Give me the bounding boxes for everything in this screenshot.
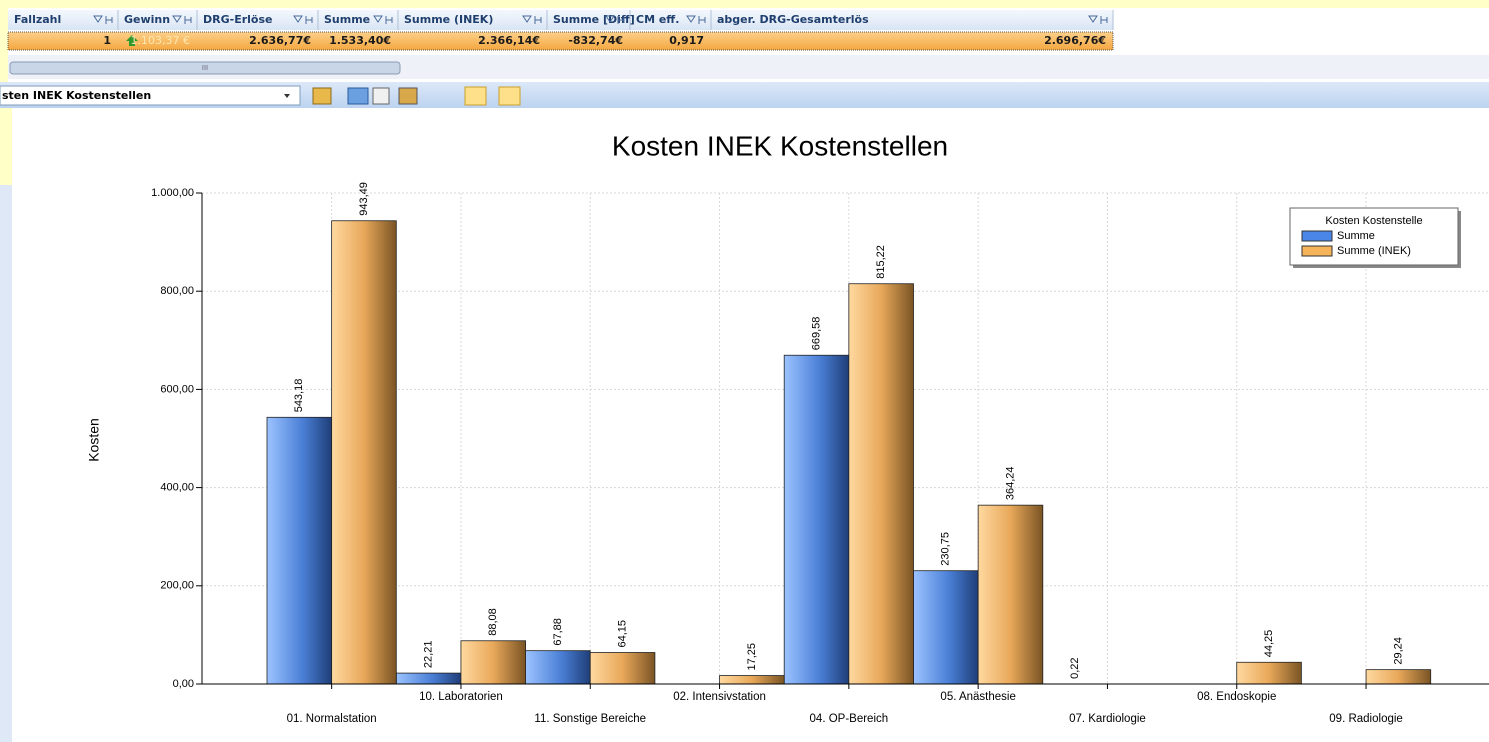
bar bbox=[460, 640, 527, 685]
data-label: 44,25 bbox=[1263, 630, 1275, 658]
x-tick-label: 09. Radiologie bbox=[1329, 713, 1403, 725]
y-tick-label: 800,00 bbox=[160, 285, 194, 297]
x-tick-label: 01. Normalstation bbox=[287, 713, 377, 725]
filter-icon[interactable] bbox=[373, 15, 383, 23]
cell: -832,74€ bbox=[568, 34, 623, 47]
data-label: 17,25 bbox=[746, 643, 758, 671]
filter-icon[interactable] bbox=[605, 15, 615, 23]
x-tick-label: 07. Kardiologie bbox=[1069, 713, 1146, 725]
data-label: 64,15 bbox=[616, 620, 628, 648]
data-label: 364,24 bbox=[1004, 467, 1016, 501]
data-label: 230,75 bbox=[940, 532, 952, 566]
bar bbox=[783, 354, 850, 685]
selector[interactable] bbox=[0, 85, 301, 106]
pin-icon bbox=[698, 16, 706, 24]
column-header[interactable]: Gewinn bbox=[124, 13, 170, 26]
bar bbox=[331, 220, 397, 685]
bar bbox=[395, 672, 462, 685]
filter-icon[interactable] bbox=[172, 15, 182, 23]
pin-icon bbox=[105, 16, 113, 24]
data-label: 29,24 bbox=[1392, 637, 1404, 665]
data-label: 669,58 bbox=[810, 317, 822, 351]
pin-icon bbox=[305, 16, 313, 24]
chart-title: Kosten INEK Kostenstellen bbox=[612, 130, 948, 161]
data-label: 543,18 bbox=[293, 379, 305, 413]
bar bbox=[1236, 661, 1302, 685]
y-tick-label: 0,00 bbox=[173, 678, 194, 690]
y-axis-label: Kosten bbox=[86, 418, 102, 462]
legend-swatch bbox=[1301, 245, 1333, 257]
trend-arrow bbox=[126, 35, 138, 46]
cell: 2.366,14€ bbox=[478, 34, 540, 47]
pin-icon bbox=[1100, 16, 1108, 24]
x-tick-label: 04. OP-Bereich bbox=[810, 713, 889, 725]
x-tick-label: 10. Laboratorien bbox=[419, 691, 503, 703]
cell: 1.103,37 € bbox=[131, 34, 190, 47]
y-tick-label: 1.000,00 bbox=[151, 187, 194, 199]
data-label: 943,49 bbox=[358, 182, 370, 216]
data-label: 67,88 bbox=[552, 618, 564, 646]
column-header[interactable]: Summe (INEK) bbox=[404, 13, 493, 26]
filter-icon[interactable] bbox=[93, 15, 103, 23]
bar bbox=[589, 652, 656, 685]
legend-swatch bbox=[1301, 230, 1333, 242]
filter-icon[interactable] bbox=[686, 15, 696, 23]
column-header[interactable]: Fallzahl bbox=[14, 13, 61, 26]
bar bbox=[525, 650, 591, 685]
bar bbox=[1365, 669, 1432, 685]
filter-icon[interactable] bbox=[293, 15, 303, 23]
scrollbar-thumb[interactable] bbox=[9, 61, 401, 75]
y-tick-label: 400,00 bbox=[160, 482, 194, 494]
column-header[interactable]: DRG-Erlöse bbox=[203, 13, 272, 26]
dropdown-arrow[interactable] bbox=[284, 94, 290, 98]
cell: 2.636,77€ bbox=[249, 34, 311, 47]
legend-label: Summe (INEK) bbox=[1337, 245, 1411, 257]
x-tick-label: 05. Anästhesie bbox=[940, 691, 1015, 703]
legend-label: Summe bbox=[1337, 230, 1375, 242]
data-label: 22,21 bbox=[423, 641, 435, 669]
grid-row[interactable] bbox=[7, 31, 1114, 51]
bar bbox=[266, 416, 333, 685]
column-header[interactable]: CM eff. bbox=[636, 13, 679, 26]
column-header[interactable]: Summe bbox=[324, 13, 370, 26]
side-panel bbox=[0, 185, 12, 742]
x-tick-label: 08. Endoskopie bbox=[1197, 691, 1276, 703]
x-tick-label: 11. Sonstige Bereiche bbox=[534, 713, 646, 725]
bar bbox=[913, 570, 979, 685]
filter-icon[interactable] bbox=[1088, 15, 1098, 23]
y-tick-label: 200,00 bbox=[160, 580, 194, 592]
pin-icon bbox=[617, 16, 625, 24]
grid-header bbox=[8, 10, 1113, 30]
filter-icon[interactable] bbox=[522, 15, 532, 23]
data-label: 815,22 bbox=[875, 245, 887, 279]
bar bbox=[977, 504, 1044, 685]
bar bbox=[848, 283, 914, 685]
toolbar-icons[interactable] bbox=[312, 86, 521, 106]
chart-area bbox=[12, 108, 1489, 742]
selector-text: sten INEK Kostenstellen bbox=[2, 89, 151, 102]
data-label: 0,22 bbox=[1069, 657, 1081, 678]
scroll-grip: III bbox=[202, 64, 208, 72]
cell: 1 bbox=[103, 34, 111, 47]
cell: 2.696,76€ bbox=[1044, 34, 1106, 47]
legend-title: Kosten Kostenstelle bbox=[1325, 215, 1422, 227]
y-tick-label: 600,00 bbox=[160, 383, 194, 395]
cell: 1.533,40€ bbox=[329, 34, 391, 47]
cell: 0,917 bbox=[669, 34, 704, 47]
pin-icon bbox=[534, 16, 542, 24]
pin-icon bbox=[184, 16, 192, 24]
column-header[interactable]: abger. DRG-Gesamterlös bbox=[717, 13, 869, 26]
pin-icon bbox=[385, 16, 393, 24]
data-label: 88,08 bbox=[487, 608, 499, 636]
x-tick-label: 02. Intensivstation bbox=[673, 691, 766, 703]
bar bbox=[719, 675, 785, 685]
